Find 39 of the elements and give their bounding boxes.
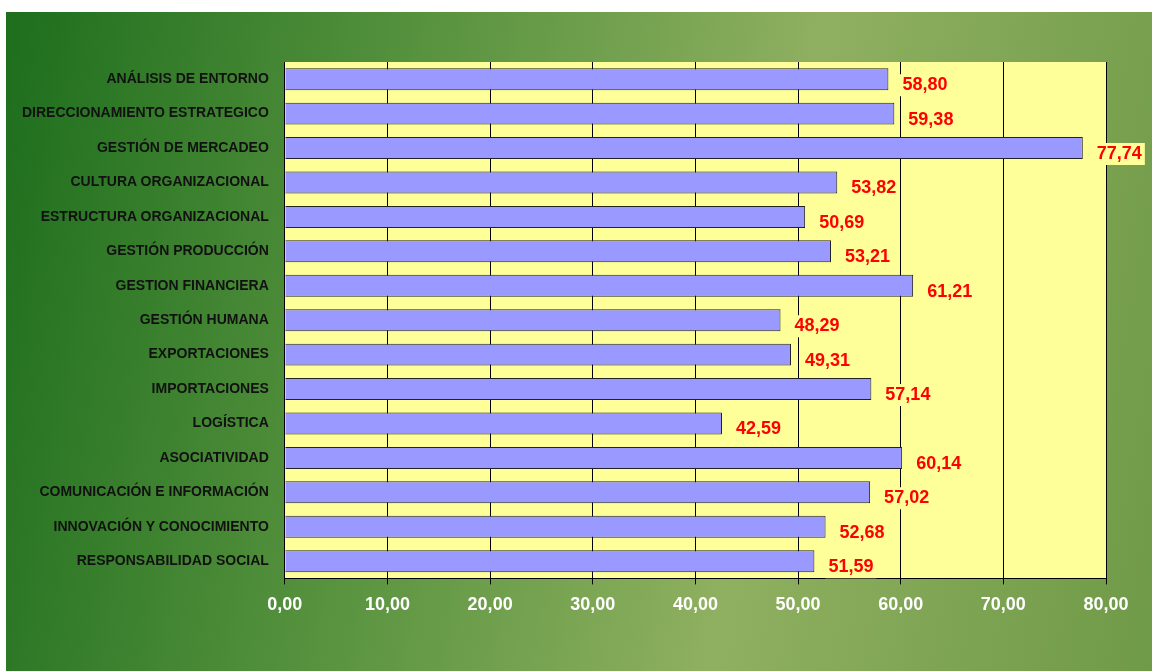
y-tick-label: ESTRUCTURA ORGANIZACIONAL <box>40 207 270 224</box>
data-label: 49,31 <box>804 349 851 370</box>
data-label: 52,68 <box>839 521 885 542</box>
y-tick-label: GESTIÓN PRODUCCIÓN <box>106 241 269 259</box>
data-label: 60,14 <box>916 452 962 473</box>
data-label: 51,59 <box>828 556 874 577</box>
data-label: 57,14 <box>885 384 931 405</box>
x-tick-label: 80,00 <box>1083 594 1129 615</box>
y-tick-label: COMUNICACIÓN E INFORMACIÓN <box>39 482 269 500</box>
y-tick-label: EXPORTACIONES <box>148 345 269 362</box>
y-tick-label: LOGÍSTICA <box>192 414 269 431</box>
data-label: 58,80 <box>902 74 948 95</box>
data-label: 48,29 <box>794 315 840 336</box>
data-label: 57,02 <box>884 487 930 508</box>
data-label: 59,38 <box>908 108 954 129</box>
x-tick-label: 0,00 <box>267 594 303 615</box>
y-tick-label: INNOVACIÓN Y CONOCIMIENTO <box>53 516 269 534</box>
data-label: 42,59 <box>736 418 782 439</box>
x-tick-label: 10,00 <box>364 594 410 615</box>
data-label: 53,21 <box>845 246 891 267</box>
x-tick-label: 40,00 <box>672 594 718 615</box>
y-tick-label: GESTIÓN HUMANA <box>139 310 269 328</box>
x-tick-label: 70,00 <box>980 594 1026 615</box>
data-label: 53,82 <box>851 177 897 198</box>
x-tick-label: 20,00 <box>467 594 513 615</box>
y-tick-label: DIRECCIONAMIENTO ESTRATEGICO <box>22 104 269 121</box>
y-tick-label: ASOCIATIVIDAD <box>159 448 269 465</box>
x-tick-label: 50,00 <box>775 594 821 615</box>
data-label: 77,74 <box>1096 143 1142 164</box>
y-tick-label: ANÁLISIS DE ENTORNO <box>106 70 269 87</box>
x-tick-label: 60,00 <box>878 594 924 615</box>
y-tick-label: CULTURA ORGANIZACIONAL <box>70 173 270 190</box>
x-tick-label: 30,00 <box>570 594 616 615</box>
data-label: 50,69 <box>819 211 865 232</box>
y-tick-label: RESPONSABILIDAD SOCIAL <box>76 552 270 569</box>
y-tick-label: GESTION FINANCIERA <box>115 276 269 293</box>
data-label: 61,21 <box>927 280 973 301</box>
y-tick-label: GESTIÓN DE MERCADEO <box>96 137 269 155</box>
y-tick-label: IMPORTACIONES <box>151 379 269 396</box>
